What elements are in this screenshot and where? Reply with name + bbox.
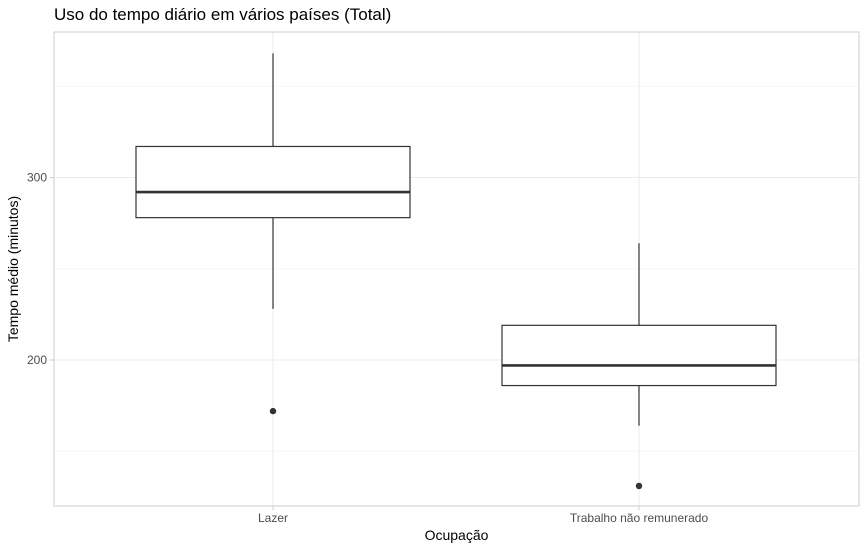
grid-layer [54, 32, 859, 506]
box-group-lazer [135, 53, 411, 415]
tick-layer: 200 300 Lazer Trabalho não remunerado [27, 171, 709, 526]
y-axis-title: Tempo médio (minutos) [5, 196, 21, 342]
box-iqr [501, 324, 777, 387]
outlier-point [635, 482, 643, 490]
box-iqr [135, 145, 411, 219]
y-tick-label: 300 [27, 171, 47, 185]
outlier-point [269, 407, 277, 415]
chart-title: Uso do tempo diário em vários países (To… [54, 5, 391, 24]
x-axis-title: Ocupação [425, 527, 489, 543]
y-tick-label: 200 [27, 353, 47, 367]
box-group-trabalho-n-o-remunerado [501, 243, 777, 490]
plot-panel-border [53, 31, 860, 507]
x-tick-label-lazer: Lazer [258, 511, 288, 525]
box-layer [135, 53, 777, 490]
x-tick-label-trabalho-n-o-remunerado: Trabalho não remunerado [570, 511, 709, 525]
